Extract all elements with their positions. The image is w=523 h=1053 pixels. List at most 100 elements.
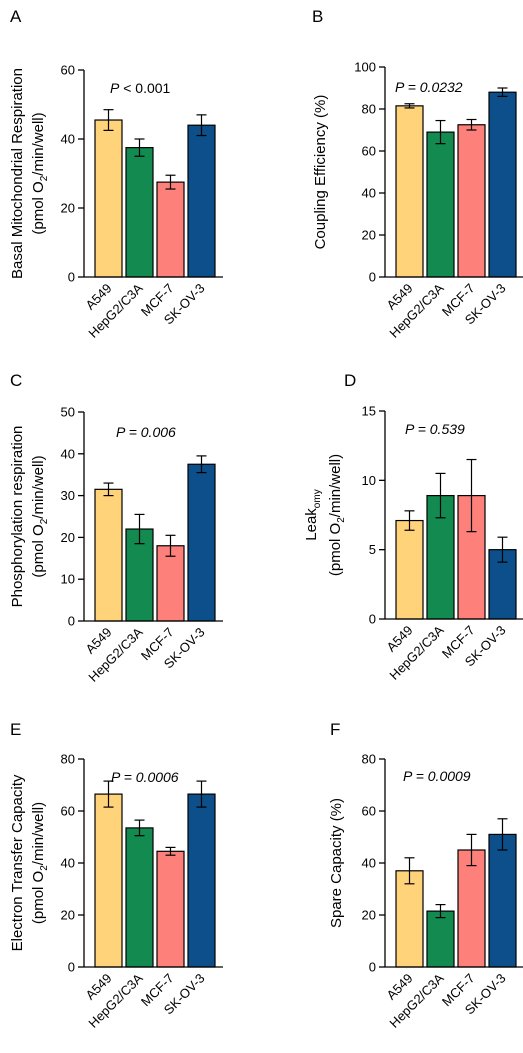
bar-a549 [395, 105, 424, 278]
y-axis-label: Phosphorylation respiration [9, 426, 26, 608]
error-bar [134, 513, 145, 545]
error-bar [103, 780, 114, 808]
error-bar [165, 174, 176, 190]
y-tick-label: 60 [362, 144, 376, 159]
y-tick-label: 0 [369, 960, 376, 975]
error-bar [466, 833, 477, 867]
p-value-rest: < 0.001 [119, 80, 170, 96]
error-bar [134, 138, 145, 157]
bar-hepg2-c3a [125, 827, 154, 968]
y-axis-unit-label: (pmol O2/min/well) [327, 454, 347, 576]
error-bar [103, 482, 114, 497]
y-tick-label: 60 [61, 804, 75, 819]
p-value-annotation: P < 0.001 [110, 80, 171, 96]
bar-mcf-7 [156, 181, 185, 278]
error-bar [497, 87, 508, 98]
bar-a549 [94, 119, 123, 278]
error-bar [196, 455, 207, 474]
unit-subscript: 2 [39, 865, 50, 871]
bar-sk-ov-3 [488, 91, 517, 278]
error-bar [497, 536, 508, 563]
y-tick-label: 0 [68, 270, 75, 285]
y-axis-label: Coupling Efficiency (%) [312, 95, 329, 250]
bar-mcf-7 [156, 545, 185, 622]
y-tick-label: 80 [61, 752, 75, 767]
y-tick-label: 20 [61, 908, 75, 923]
bar-mcf-7 [457, 849, 486, 968]
y-axis-label: Basal Mitochondrial Respiration [9, 68, 26, 279]
panel-c: C01020304050A549HepG2/C3AMCF-7SK-OV-3Pho… [9, 371, 223, 685]
panel-letter: E [10, 720, 21, 739]
unit-subscript: 2 [39, 518, 50, 524]
error-bar [134, 819, 145, 837]
bar-sk-ov-3 [488, 833, 517, 968]
p-value-annotation: P = 0.006 [116, 424, 176, 440]
y-tick-label: 0 [68, 614, 75, 629]
y-tick-label: 40 [61, 446, 75, 461]
y-tick-label: 20 [362, 228, 376, 243]
panel-d: D051015A549HepG2/C3AMCF-7SK-OV-3Leakomy(… [303, 371, 523, 683]
unit-part: (pmol O [30, 524, 47, 577]
y-axis-label-main: Leak [303, 508, 320, 541]
p-value-annotation: P = 0.0232 [395, 79, 463, 95]
panel-letter: F [330, 720, 340, 739]
y-tick-label: 0 [68, 960, 75, 975]
error-bar [435, 903, 446, 919]
bar-hepg2-c3a [125, 147, 154, 278]
bar-mcf-7 [156, 850, 185, 968]
unit-subscript: 2 [336, 517, 347, 523]
y-axis-unit-label: (pmol O2/min/well) [30, 112, 50, 234]
y-tick-label: 80 [362, 752, 376, 767]
y-tick-label: 10 [61, 572, 75, 587]
error-bar [497, 818, 508, 851]
unit-part: /min/well) [30, 802, 47, 865]
y-tick-label: 40 [61, 132, 75, 147]
panel-b: B020406080100A549HepG2/C3AMCF-7SK-OV-3Co… [312, 7, 523, 341]
error-bar [404, 857, 415, 885]
error-bar [404, 103, 415, 109]
p-value-italic: P [110, 80, 120, 96]
panel-e: E020406080A549HepG2/C3AMCF-7SK-OV-3Elect… [9, 720, 223, 1031]
p-value-italic: P = 0.0009 [403, 768, 471, 784]
y-tick-label: 5 [369, 542, 376, 557]
y-tick-label: 30 [61, 488, 75, 503]
unit-part: (pmol O [30, 181, 47, 234]
panel-letter: A [10, 7, 22, 26]
panel-letter: D [344, 371, 356, 390]
y-tick-label: 15 [362, 404, 376, 419]
unit-part: /min/well) [30, 112, 47, 175]
error-bar [165, 846, 176, 856]
bar-a549 [94, 488, 123, 622]
error-bar [466, 458, 477, 533]
bar-sk-ov-3 [187, 124, 216, 278]
y-tick-label: 80 [362, 102, 376, 117]
y-tick-label: 60 [362, 804, 376, 819]
y-axis-label: Electron Transfer Capacity [9, 774, 26, 951]
y-tick-label: 40 [362, 186, 376, 201]
p-value-italic: P = 0.539 [405, 421, 465, 437]
y-tick-label: 10 [362, 473, 376, 488]
error-bar [466, 118, 477, 131]
y-tick-label: 20 [61, 530, 75, 545]
y-tick-label: 60 [61, 63, 75, 78]
error-bar [435, 119, 446, 145]
y-axis-label: Leakomy [303, 489, 323, 540]
error-bar [196, 114, 207, 137]
panel-f: F020406080A549HepG2/C3AMCF-7SK-OV-3Spare… [328, 720, 523, 1031]
p-value-annotation: P = 0.0009 [403, 768, 471, 784]
bar-mcf-7 [457, 124, 486, 278]
y-axis-unit-label: (pmol O2/min/well) [30, 455, 50, 577]
error-bar [196, 780, 207, 808]
y-axis-label: Spare Capacity (%) [328, 798, 345, 928]
unit-subscript: 2 [39, 175, 50, 181]
error-bar [404, 510, 415, 531]
y-axis-label-subscript: omy [312, 489, 323, 508]
p-value-annotation: P = 0.0006 [111, 769, 179, 785]
bar-a549 [395, 870, 424, 968]
panel-letter: B [312, 7, 323, 26]
y-tick-label: 100 [354, 60, 376, 75]
error-bar [165, 534, 176, 557]
y-tick-label: 0 [369, 270, 376, 285]
p-value-italic: P = 0.0232 [395, 79, 463, 95]
